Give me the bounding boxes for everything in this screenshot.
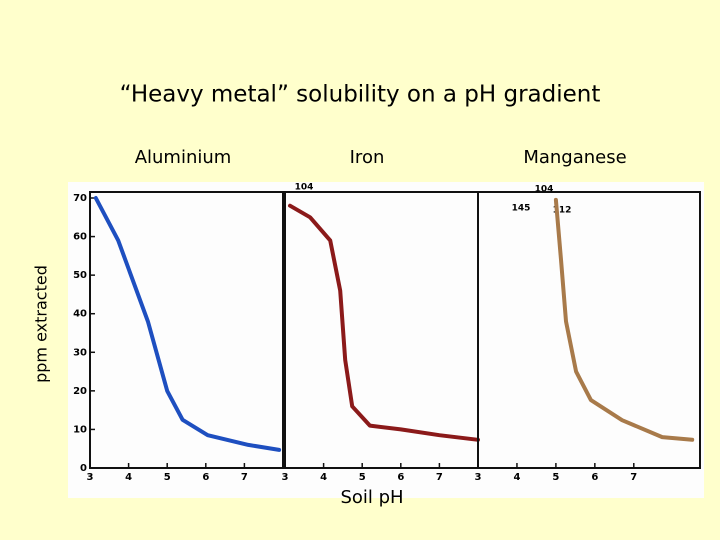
y-tick-label: 40 <box>73 309 87 320</box>
x-tick-label: 6 <box>202 472 209 483</box>
x-tick-label: 5 <box>552 472 559 483</box>
curve <box>288 203 480 442</box>
x-tick-label: 6 <box>591 472 598 483</box>
panel-frame <box>477 191 701 469</box>
y-tick-label: 0 <box>80 463 87 474</box>
curve <box>553 197 695 442</box>
x-axis-label: Soil pH <box>340 487 403 508</box>
x-tick-label: 5 <box>359 472 366 483</box>
panel-frame <box>89 191 284 469</box>
x-tick-label: 4 <box>513 472 520 483</box>
y-tick-label: 20 <box>73 386 87 397</box>
panel-title: Manganese <box>523 147 626 168</box>
x-tick-label: 5 <box>164 472 171 483</box>
x-tick-label: 3 <box>475 472 482 483</box>
x-tick-label: 4 <box>125 472 132 483</box>
x-tick-label: 3 <box>282 472 289 483</box>
y-tick-label: 10 <box>73 424 87 435</box>
x-tick-label: 4 <box>320 472 327 483</box>
slide-title: “Heavy metal” solubility on a pH gradien… <box>120 82 601 108</box>
x-tick-label: 6 <box>397 472 404 483</box>
y-tick-label: 60 <box>73 232 87 243</box>
annotation: 104 <box>295 183 314 193</box>
x-tick-label: 7 <box>630 472 637 483</box>
panel-title: Iron <box>350 147 385 168</box>
y-axis-label: ppm extracted <box>32 265 51 383</box>
curve <box>93 196 282 452</box>
x-tick-label: 3 <box>87 472 94 483</box>
annotation: 104 <box>535 185 554 195</box>
y-tick-label: 50 <box>73 270 87 281</box>
annotation: 145 <box>512 204 531 214</box>
x-tick-label: 7 <box>436 472 443 483</box>
annotation: 112 <box>553 206 572 216</box>
y-tick-label: 70 <box>73 193 87 204</box>
panel-title: Aluminium <box>135 147 232 168</box>
y-tick-label: 30 <box>73 347 87 358</box>
x-tick-label: 7 <box>241 472 248 483</box>
chart-area <box>68 182 704 498</box>
